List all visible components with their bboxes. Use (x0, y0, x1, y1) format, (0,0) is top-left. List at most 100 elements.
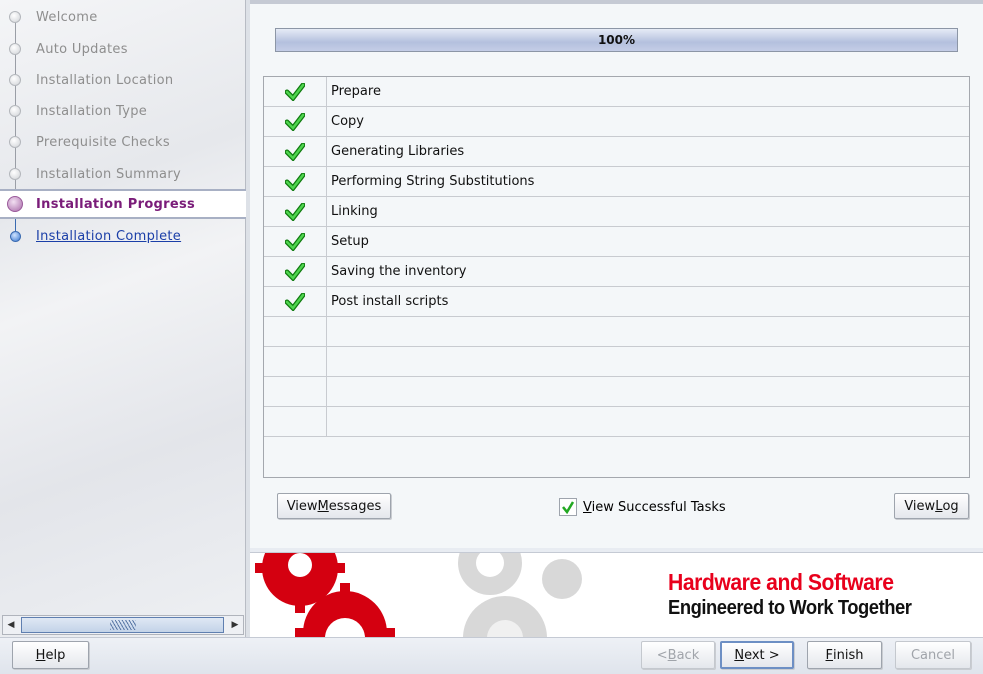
mnemonic: M (317, 498, 329, 514)
table-row: Setup (264, 227, 969, 257)
table-row (264, 407, 969, 437)
mnemonic: L (935, 498, 943, 514)
label: < (656, 647, 668, 663)
table-row: Linking (264, 197, 969, 227)
table-row: Post install scripts (264, 287, 969, 317)
mnemonic: H (35, 647, 46, 663)
status-cell (264, 407, 327, 436)
status-cell (264, 227, 327, 256)
cancel-button[interactable]: Cancel (895, 641, 971, 669)
checkmark-icon (562, 501, 575, 514)
status-cell (264, 107, 327, 136)
label: og (942, 498, 959, 514)
main-panel: 100% Prepare Copy Generating Libraries Perf… (250, 0, 983, 548)
status-cell (264, 197, 327, 226)
progress-label: 100% (597, 33, 636, 47)
table-row: Copy (264, 107, 969, 137)
status-cell (264, 347, 327, 376)
mnemonic: N (734, 647, 745, 663)
step-navigator: Welcome Auto Updates Installation Location… (0, 0, 246, 637)
label: Cancel (910, 647, 956, 663)
step-label: Installation Location (36, 72, 174, 88)
table-row (264, 317, 969, 347)
step-prerequisite-checks: Prerequisite Checks (0, 127, 246, 157)
table-row: Saving the inventory (264, 257, 969, 287)
grip-icon (110, 620, 136, 630)
label: essages (328, 498, 382, 514)
check-icon (285, 172, 305, 191)
task-name: Performing String Substitutions (331, 174, 535, 189)
step-status-icon (9, 74, 21, 86)
status-cell (264, 257, 327, 286)
step-status-icon (9, 168, 21, 180)
mnemonic: F (825, 647, 833, 663)
task-name: Prepare (331, 84, 381, 99)
banner-tagline: Engineered to Work Together (668, 597, 912, 619)
task-name (327, 347, 331, 376)
label: elp (45, 647, 66, 663)
banner-headline: Hardware and Software (668, 569, 894, 595)
status-cell (264, 77, 327, 106)
step-label: Installation Summary (36, 166, 181, 182)
status-cell (264, 167, 327, 196)
step-installation-location: Installation Location (0, 65, 246, 95)
status-cell (264, 377, 327, 406)
oracle-banner: Hardware and Software Engineered to Work… (250, 552, 983, 637)
step-status-icon (10, 230, 21, 242)
step-installation-type: Installation Type (0, 96, 246, 126)
status-cell (264, 317, 327, 346)
step-label: Prerequisite Checks (36, 134, 170, 150)
check-icon (285, 292, 305, 311)
step-auto-updates: Auto Updates (0, 34, 246, 64)
step-label: Welcome (36, 9, 98, 25)
step-status-icon (9, 105, 21, 117)
step-installation-progress: Installation Progress (0, 189, 246, 219)
table-row: Generating Libraries (264, 137, 969, 167)
splitter[interactable] (246, 0, 250, 637)
step-welcome: Welcome (0, 2, 246, 32)
step-status-icon (9, 136, 21, 148)
label: View (286, 498, 318, 514)
label: View (904, 498, 936, 514)
label: inish (833, 647, 864, 663)
step-connector (15, 218, 16, 234)
check-icon (285, 262, 305, 281)
label: ext > (744, 647, 780, 663)
table-row: Prepare (264, 77, 969, 107)
progress-bar: 100% (275, 28, 958, 52)
task-name: Generating Libraries (331, 144, 465, 159)
scroll-right-arrow-icon[interactable]: ▶ (231, 620, 239, 630)
step-installation-complete[interactable]: Installation Complete (0, 221, 246, 251)
scroll-left-arrow-icon[interactable]: ◀ (7, 620, 15, 630)
task-name (327, 377, 331, 406)
task-name: Setup (331, 234, 369, 249)
step-label: Installation Progress (36, 196, 196, 212)
step-status-icon (9, 11, 21, 23)
step-label: Installation Complete (36, 228, 182, 244)
step-installation-summary: Installation Summary (0, 159, 246, 189)
task-name (327, 317, 331, 346)
check-icon (285, 232, 305, 251)
checkbox[interactable] (559, 498, 577, 516)
view-successful-tasks-checkbox[interactable]: View Successful Tasks (559, 498, 726, 516)
mnemonic: B (667, 647, 677, 663)
scrollbar-thumb[interactable] (21, 617, 224, 633)
check-icon (285, 112, 305, 131)
sidebar-horizontal-scrollbar[interactable]: ◀ ▶ (2, 615, 244, 635)
task-name: Linking (331, 204, 378, 219)
task-name: Copy (331, 114, 364, 129)
table-row (264, 347, 969, 377)
step-label: Installation Type (36, 103, 148, 119)
check-icon (285, 202, 305, 221)
check-icon (285, 82, 305, 101)
task-name: Post install scripts (331, 294, 449, 309)
step-label: Auto Updates (36, 41, 128, 57)
label: ack (676, 647, 700, 663)
